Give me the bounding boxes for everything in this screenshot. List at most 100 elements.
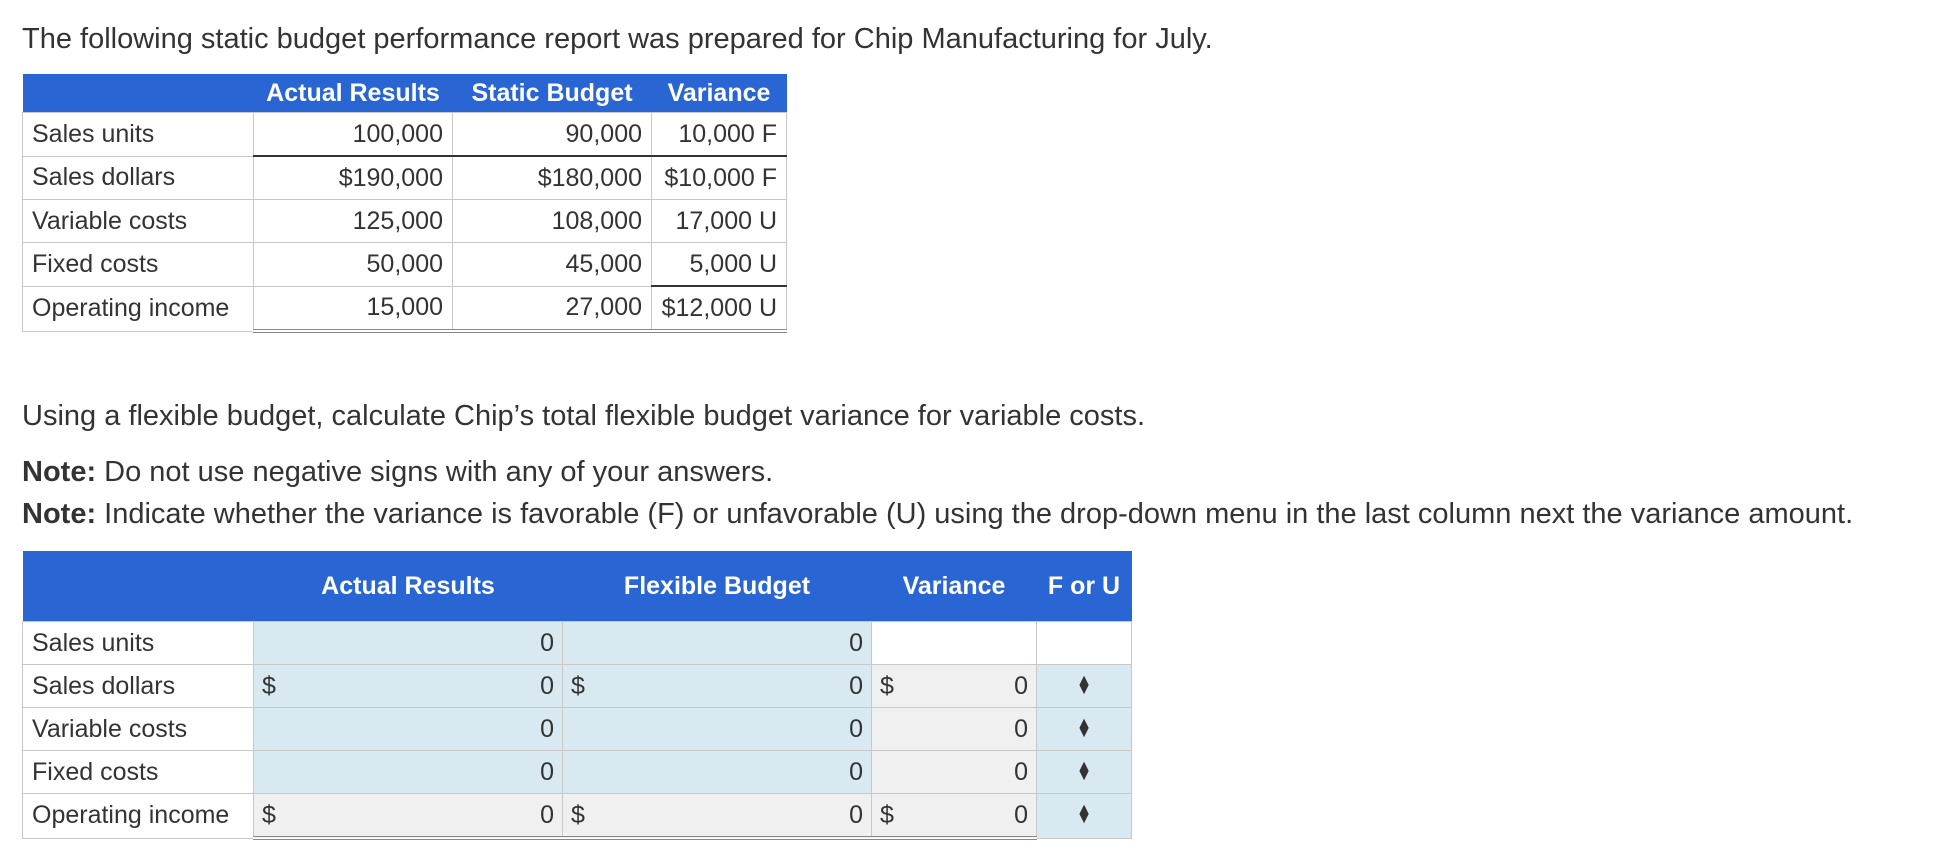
select-arrows-icon[interactable]: ▲ ▼: [1076, 757, 1092, 784]
static-value: $180,000: [452, 155, 652, 200]
row-label: Sales dollars: [22, 155, 254, 200]
actual-input[interactable]: 0: [253, 707, 563, 751]
select-arrows-icon[interactable]: ▲ ▼: [1076, 671, 1092, 698]
header-actual: Actual Results: [253, 74, 453, 113]
actual-input-value: 0: [540, 628, 554, 657]
table-header-row: Actual Results Flexible Budget Variance …: [22, 551, 1132, 622]
dollar-sign: $: [880, 671, 894, 700]
actual-value: 125,000: [253, 199, 453, 243]
variance-input[interactable]: 0: [871, 750, 1037, 794]
row-label: Sales units: [22, 112, 254, 157]
f-or-u-select[interactable]: ▲ ▼: [1036, 793, 1132, 839]
variance-input: [871, 621, 1037, 665]
variance-value: 5,000 U: [651, 242, 787, 287]
dollar-sign: $: [262, 671, 276, 700]
table-row: Variable costs 0 0 0 ▲ ▼: [22, 707, 1132, 751]
row-label: Variable costs: [22, 199, 254, 243]
actual-value: 15,000: [253, 285, 453, 333]
table-row: Variable costs 125,000 108,000 17,000 U: [22, 199, 787, 243]
question-text: Using a flexible budget, calculate Chip’…: [22, 400, 1146, 432]
static-value: 45,000: [452, 242, 652, 287]
select-arrows-icon[interactable]: ▲ ▼: [1076, 714, 1092, 741]
select-arrows-icon[interactable]: ▲ ▼: [1076, 801, 1092, 828]
row-label: Sales units: [22, 621, 254, 665]
variance-input[interactable]: $0: [871, 793, 1037, 840]
note-label: Note:: [22, 498, 97, 530]
variance-input-value: 0: [1014, 800, 1028, 829]
f-or-u-select: [1036, 621, 1132, 665]
header-variance: Variance: [651, 74, 787, 113]
intro-text: The following static budget performance …: [22, 23, 1213, 55]
table-row: Sales units 100,000 90,000 10,000 F: [22, 112, 787, 157]
note-label: Note:: [22, 456, 97, 488]
flexible-input[interactable]: 0: [562, 621, 872, 665]
header-f-or-u: F or U: [1036, 551, 1132, 622]
note-1: Note: Do not use negative signs with any…: [22, 451, 1936, 493]
flexible-input-value: 0: [849, 800, 863, 829]
header-blank: [22, 551, 254, 622]
flexible-input[interactable]: $0: [562, 793, 872, 840]
header-variance: Variance: [871, 551, 1037, 622]
table-row: Sales dollars $190,000 $180,000 $10,000 …: [22, 155, 787, 200]
variance-input-value: 0: [1014, 671, 1028, 700]
static-value: 90,000: [452, 112, 652, 157]
row-label: Operating income: [22, 793, 254, 839]
actual-input[interactable]: 0: [253, 750, 563, 794]
flexible-input-value: 0: [849, 714, 863, 743]
flexible-input[interactable]: 0: [562, 707, 872, 751]
row-label: Variable costs: [22, 707, 254, 751]
header-actual: Actual Results: [253, 551, 563, 622]
page: The following static budget performance …: [22, 23, 1936, 840]
variance-input[interactable]: $0: [871, 664, 1037, 708]
actual-input[interactable]: 0: [253, 621, 563, 665]
table-header-row: Actual Results Static Budget Variance: [22, 74, 787, 113]
dollar-sign: $: [571, 800, 585, 829]
flexible-input[interactable]: $0: [562, 664, 872, 708]
header-blank: [22, 74, 254, 113]
static-budget-table: Actual Results Static Budget Variance Sa…: [22, 74, 787, 333]
flexible-input-value: 0: [849, 671, 863, 700]
variance-value: $10,000 F: [651, 155, 787, 200]
note-2: Note: Indicate whether the variance is f…: [22, 493, 1936, 535]
actual-value: 100,000: [253, 112, 453, 157]
variance-value: 10,000 F: [651, 112, 787, 157]
row-label: Fixed costs: [22, 242, 254, 287]
f-or-u-select[interactable]: ▲ ▼: [1036, 664, 1132, 708]
variance-input[interactable]: 0: [871, 707, 1037, 751]
table-row: Fixed costs 0 0 0 ▲ ▼: [22, 750, 1132, 794]
actual-input-value: 0: [540, 714, 554, 743]
static-value: 27,000: [452, 285, 652, 333]
table-row: Operating income 15,000 27,000 $12,000 U: [22, 285, 787, 333]
flexible-input-value: 0: [849, 757, 863, 786]
f-or-u-select[interactable]: ▲ ▼: [1036, 750, 1132, 794]
f-or-u-select[interactable]: ▲ ▼: [1036, 707, 1132, 751]
row-label: Sales dollars: [22, 664, 254, 708]
header-static: Static Budget: [452, 74, 652, 113]
actual-input-value: 0: [540, 800, 554, 829]
actual-value: 50,000: [253, 242, 453, 287]
actual-value: $190,000: [253, 155, 453, 200]
note-text: Do not use negative signs with any of yo…: [96, 456, 774, 488]
actual-input-value: 0: [540, 671, 554, 700]
actual-input[interactable]: $0: [253, 793, 563, 840]
actual-input-value: 0: [540, 757, 554, 786]
actual-input[interactable]: $0: [253, 664, 563, 708]
note-text: Indicate whether the variance is favorab…: [96, 498, 1854, 530]
table-row: Sales units 0 0: [22, 621, 1132, 665]
table-row: Operating income $0 $0 $0 ▲ ▼: [22, 793, 1132, 840]
dollar-sign: $: [880, 800, 894, 829]
variance-input-value: 0: [1014, 757, 1028, 786]
row-label: Fixed costs: [22, 750, 254, 794]
flexible-input[interactable]: 0: [562, 750, 872, 794]
variance-value: 17,000 U: [651, 199, 787, 243]
dollar-sign: $: [262, 800, 276, 829]
variance-input-value: 0: [1014, 714, 1028, 743]
table-row: Fixed costs 50,000 45,000 5,000 U: [22, 242, 787, 287]
flexible-input-value: 0: [849, 628, 863, 657]
variance-value: $12,000 U: [651, 285, 787, 333]
flexible-budget-table: Actual Results Flexible Budget Variance …: [22, 551, 1132, 840]
row-label: Operating income: [22, 285, 254, 332]
header-flexible: Flexible Budget: [562, 551, 872, 622]
static-value: 108,000: [452, 199, 652, 243]
table-row: Sales dollars $0 $0 $0 ▲ ▼: [22, 664, 1132, 708]
